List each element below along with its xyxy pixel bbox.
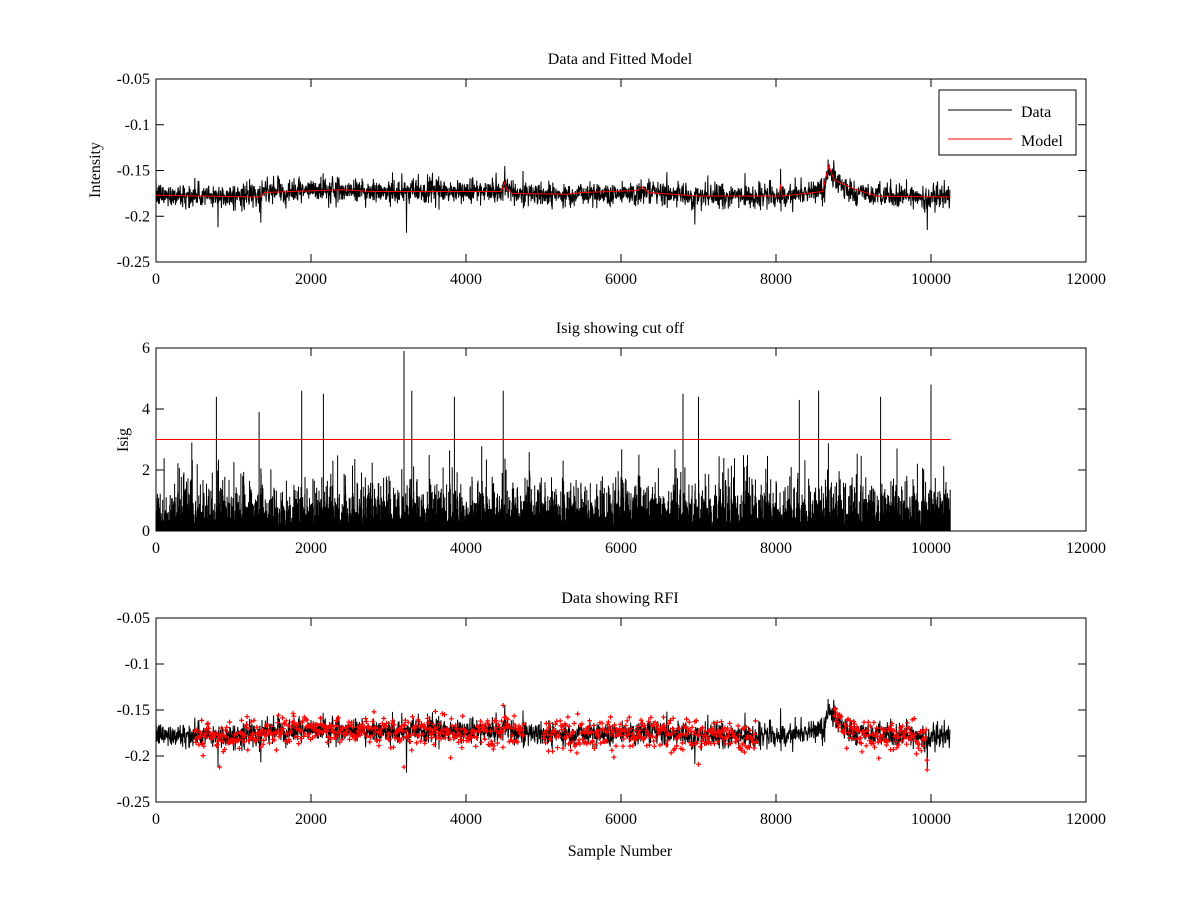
x-tick-label: 10000 xyxy=(911,811,951,828)
legend: Data Model xyxy=(938,89,1077,156)
y-tick-label: -0.2 xyxy=(125,748,150,765)
x-tick-label: 4000 xyxy=(450,811,482,828)
subplot-title: Isig showing cut off xyxy=(556,320,685,337)
y-tick-label: -0.1 xyxy=(125,656,150,673)
x-tick-label: 12000 xyxy=(1066,540,1106,557)
y-tick-label: -0.1 xyxy=(125,117,150,134)
y-tick-label: -0.15 xyxy=(117,702,150,719)
x-tick-label: 0 xyxy=(152,540,160,557)
subplot-title: Data and Fitted Model xyxy=(548,51,693,68)
x-tick-label: 0 xyxy=(152,271,160,288)
y-tick-label: 0 xyxy=(142,523,150,540)
y-tick-label: -0.25 xyxy=(117,254,150,271)
series-line-model xyxy=(155,164,951,198)
y-tick-label: -0.15 xyxy=(117,163,150,180)
legend-label-model: Model xyxy=(1021,133,1063,150)
legend-label-data: Data xyxy=(1021,104,1051,121)
x-tick-label: 4000 xyxy=(450,540,482,557)
x-tick-label: 6000 xyxy=(605,540,637,557)
y-tick-label: -0.2 xyxy=(125,208,150,225)
x-tick-label: 0 xyxy=(152,811,160,828)
subplot-isig-showing-cut-off: Isig showing cut off Isig 0 2000 4000 6000 8… xyxy=(115,320,1106,557)
y-tick-label: 6 xyxy=(142,340,150,357)
x-tick-label: 8000 xyxy=(760,811,792,828)
x-tick-label: 10000 xyxy=(911,540,951,557)
y-tick-label: -0.05 xyxy=(117,71,150,88)
x-tick-label: 12000 xyxy=(1066,811,1106,828)
x-tick-label: 2000 xyxy=(295,811,327,828)
subplot-data-showing-rfi: Data showing RFI Sample Number 0 2000 4000… xyxy=(117,590,1106,860)
y-tick-label: -0.05 xyxy=(117,610,150,627)
x-tick-label: 12000 xyxy=(1066,271,1106,288)
y-tick-label: 4 xyxy=(142,401,150,418)
legend-box xyxy=(938,89,1077,156)
x-axis-label: Sample Number xyxy=(568,843,673,860)
subplot-data-and-fitted-model: Data and Fitted Model Intensity 0 2000 400… xyxy=(87,51,1106,288)
x-tick-label: 10000 xyxy=(911,271,951,288)
x-tick-label: 2000 xyxy=(295,271,327,288)
x-tick-label: 6000 xyxy=(605,811,637,828)
y-axis-label: Intensity xyxy=(87,142,104,198)
x-tick-label: 4000 xyxy=(450,271,482,288)
series-line-isig xyxy=(155,351,951,531)
y-axis-label: Isig xyxy=(115,428,132,452)
series-line-data xyxy=(155,159,951,233)
x-tick-label: 8000 xyxy=(760,271,792,288)
x-tick-label: 8000 xyxy=(760,540,792,557)
x-tick-label: 6000 xyxy=(605,271,637,288)
x-tick-label: 2000 xyxy=(295,540,327,557)
subplot-title: Data showing RFI xyxy=(561,590,678,607)
series-markers-rfi xyxy=(192,702,930,773)
y-tick-label: 2 xyxy=(142,462,150,479)
y-tick-label: -0.25 xyxy=(117,794,150,811)
